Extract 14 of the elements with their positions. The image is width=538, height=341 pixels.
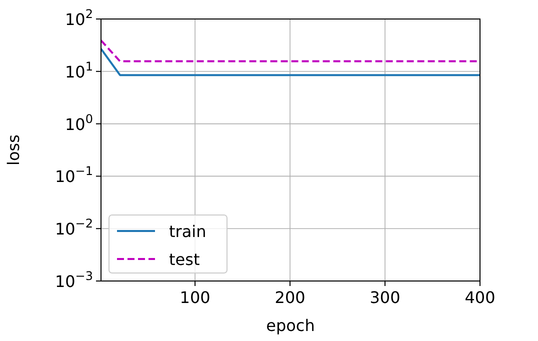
x-tick-label: 300 xyxy=(370,288,400,307)
x-tick-label: 100 xyxy=(180,288,210,307)
y-tick-label: 10$^{−2}$ xyxy=(54,216,93,239)
y-axis-title: loss xyxy=(4,134,23,166)
y-tick-label: 10$^{1}$ xyxy=(65,59,93,82)
y-tick-label: 10$^{0}$ xyxy=(65,112,93,134)
y-tick-label: 10$^{−1}$ xyxy=(54,164,93,186)
x-tick-label: 400 xyxy=(464,288,496,307)
legend-label: test xyxy=(169,250,200,269)
y-tick-label: 10$^{2}$ xyxy=(65,7,93,29)
x-tick-label: 200 xyxy=(274,288,306,307)
x-axis-title: epoch xyxy=(266,316,315,335)
y-tick-label: 10$^{−3}$ xyxy=(54,269,93,291)
legend-label: train xyxy=(169,222,206,241)
